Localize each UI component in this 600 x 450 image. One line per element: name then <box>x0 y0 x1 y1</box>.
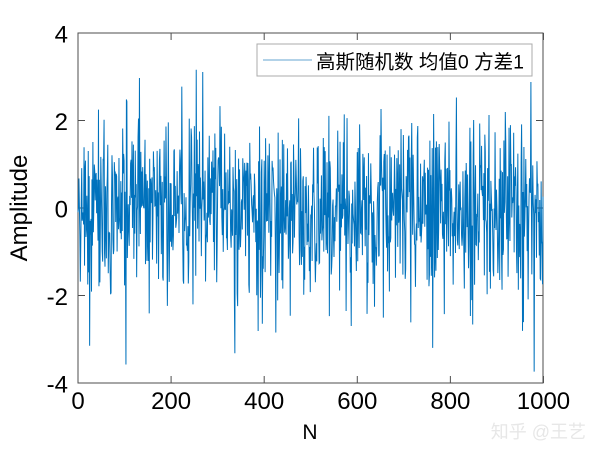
svg-text:2: 2 <box>55 109 68 136</box>
svg-text:200: 200 <box>151 388 191 415</box>
svg-text:800: 800 <box>430 388 470 415</box>
svg-text:-2: -2 <box>47 284 68 311</box>
svg-text:400: 400 <box>244 388 284 415</box>
svg-text:0: 0 <box>55 196 68 223</box>
svg-text:4: 4 <box>55 21 68 48</box>
svg-text:600: 600 <box>337 388 377 415</box>
svg-text:-4: -4 <box>47 371 68 398</box>
svg-text:0: 0 <box>71 388 84 415</box>
svg-text:1000: 1000 <box>517 388 570 415</box>
svg-text:高斯随机数 均值0 方差1: 高斯随机数 均值0 方差1 <box>316 52 524 74</box>
